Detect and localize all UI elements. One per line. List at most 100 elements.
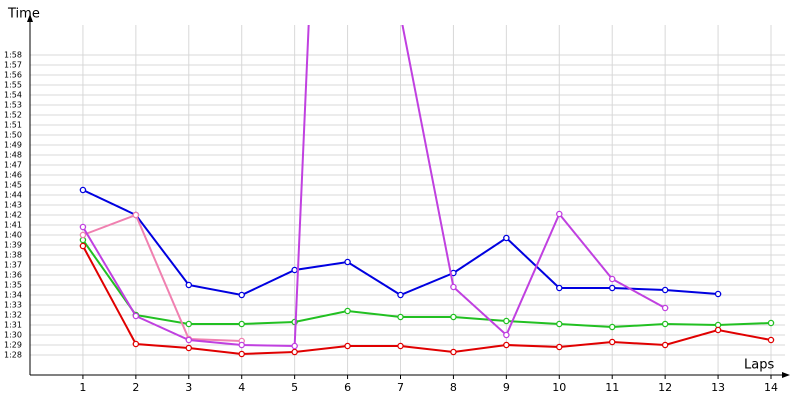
point <box>185 336 193 344</box>
point <box>397 291 404 299</box>
point <box>185 344 193 352</box>
y-tick-label: 1:57 <box>4 61 22 70</box>
series-line <box>82 239 772 329</box>
point <box>238 341 245 349</box>
x-tick-label: 8 <box>450 381 457 394</box>
y-tick-label: 1:32 <box>4 311 22 320</box>
point <box>185 281 193 289</box>
y-tick-label: 1:35 <box>4 281 22 290</box>
y-tick-label: 1:40 <box>4 231 22 240</box>
x-tick-label: 13 <box>711 381 725 394</box>
point <box>291 342 298 350</box>
point <box>661 286 669 294</box>
point <box>714 326 722 334</box>
x-tick-label: 6 <box>344 381 351 394</box>
point <box>450 348 457 356</box>
y-axis-title: Time <box>7 7 40 22</box>
x-tick-label: 2 <box>132 381 139 394</box>
point <box>238 291 245 299</box>
point <box>608 323 616 331</box>
y-tick-label: 1:34 <box>4 291 22 300</box>
point <box>450 283 457 291</box>
grid <box>30 25 785 375</box>
x-axis-title: Laps <box>744 358 774 373</box>
x-tick-label: 10 <box>552 381 566 394</box>
point <box>397 313 404 321</box>
y-tick-label: 1:49 <box>4 141 22 150</box>
point <box>608 284 616 292</box>
point <box>661 341 669 349</box>
y-tick-label: 1:47 <box>4 161 22 170</box>
point <box>767 319 775 327</box>
point <box>608 275 616 283</box>
y-tick-label: 1:31 <box>4 321 22 330</box>
y-tick-label: 1:53 <box>4 101 22 110</box>
point <box>132 340 140 348</box>
y-tick-label: 1:52 <box>4 111 22 120</box>
point <box>503 234 510 242</box>
y-tick-label: 1:36 <box>4 271 22 280</box>
point <box>291 266 298 274</box>
point <box>344 307 351 315</box>
series-line <box>82 25 666 348</box>
y-tick-label: 1:41 <box>4 221 22 230</box>
plot-area <box>79 12 775 358</box>
point <box>661 304 669 312</box>
point <box>132 312 140 320</box>
y-tick-label: 1:48 <box>4 151 22 160</box>
point <box>79 223 87 231</box>
x-tick-label: 4 <box>238 381 245 394</box>
y-tick-label: 1:33 <box>4 301 22 310</box>
y-tick-label: 1:28 <box>4 351 22 360</box>
y-tick-label: 1:46 <box>4 171 22 180</box>
point <box>556 284 563 292</box>
point <box>79 242 87 250</box>
point <box>661 320 669 328</box>
y-tick-label: 1:42 <box>4 211 22 220</box>
y-tick-label: 1:37 <box>4 261 22 270</box>
point <box>767 336 775 344</box>
y-tick-label: 1:45 <box>4 181 22 190</box>
y-tick-label: 1:54 <box>4 91 22 100</box>
y-tick-label: 1:56 <box>4 71 22 80</box>
x-tick-label: 5 <box>291 381 298 394</box>
y-tick-label: 1:43 <box>4 201 22 210</box>
point <box>503 341 510 349</box>
point <box>450 313 457 321</box>
y-tick-label: 1:39 <box>4 241 22 250</box>
x-tick-label: 11 <box>605 381 619 394</box>
point <box>556 320 563 328</box>
x-tick-label: 14 <box>764 381 778 394</box>
y-arrow <box>27 14 33 22</box>
y-tick-label: 1:51 <box>4 121 22 130</box>
point <box>397 342 404 350</box>
point <box>238 320 245 328</box>
y-tick-label: 1:50 <box>4 131 22 140</box>
point <box>344 342 351 350</box>
y-tick-label: 1:55 <box>4 81 22 90</box>
point <box>185 320 193 328</box>
point <box>238 350 245 358</box>
x-tick-label: 3 <box>185 381 192 394</box>
point <box>556 343 563 351</box>
y-tick-label: 1:29 <box>4 341 22 350</box>
y-tick-label: 1:38 <box>4 251 22 260</box>
series-line <box>82 213 242 342</box>
y-tick-label: 1:30 <box>4 331 22 340</box>
point <box>503 317 510 325</box>
x-tick-label: 7 <box>397 381 404 394</box>
point <box>398 12 403 17</box>
point <box>608 338 616 346</box>
point <box>556 210 563 218</box>
x-tick-label: 12 <box>658 381 672 394</box>
x-tick-label: 1 <box>79 381 86 394</box>
point <box>79 186 87 194</box>
y-tick-label: 1:44 <box>4 191 22 200</box>
point <box>714 290 722 298</box>
y-tick-label: 1:58 <box>4 51 22 60</box>
point <box>503 331 510 339</box>
x-arrow <box>782 372 790 378</box>
point <box>79 231 87 239</box>
